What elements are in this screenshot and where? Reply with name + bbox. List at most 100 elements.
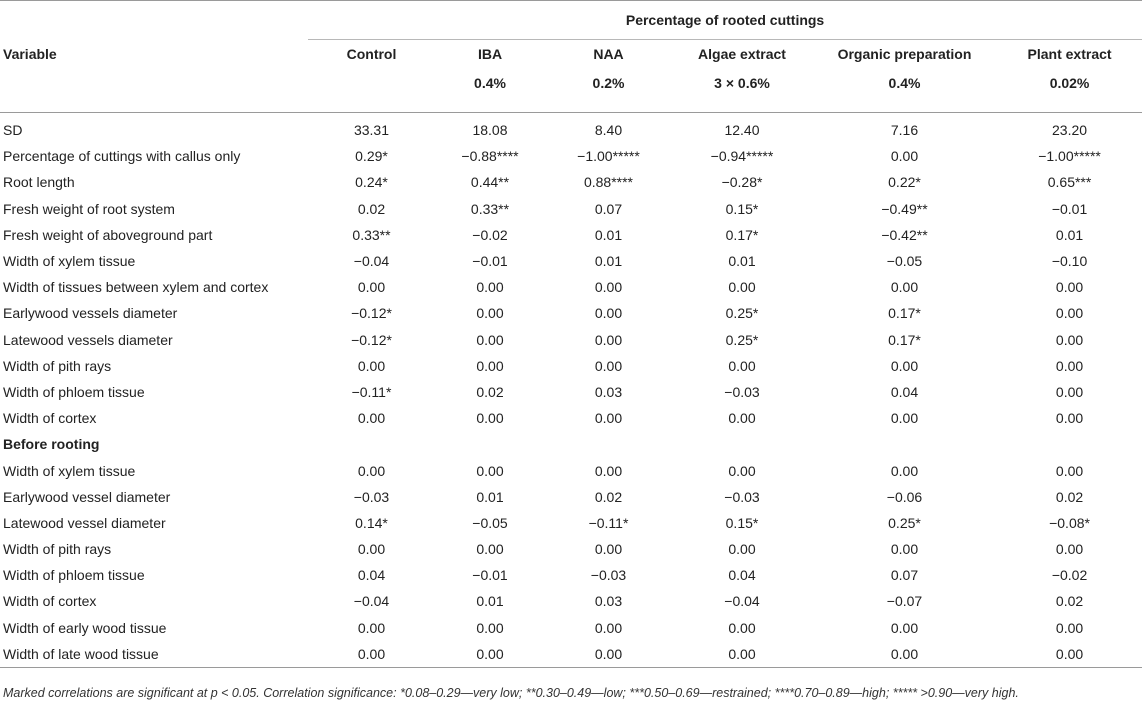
table-cell: 0.01 [476,593,504,610]
column-header-row: Variable Control IBA 0.4% NAA 0.2% Algae… [0,40,1142,99]
column-header-dose: 0.4% [474,75,506,91]
row-label: SD [3,122,23,139]
row-label: Width of pith rays [3,541,112,558]
table-cell: 0.00 [672,640,812,668]
table-cell: 0.00 [594,331,623,348]
row-label: Width of phloem tissue [3,567,145,584]
column-header-algae-extract: Algae extract 3 × 0.6% [672,40,812,99]
table-cell: 0.00 [1055,541,1084,558]
table-cell: −0.02 [472,226,508,243]
table-cell: −0.12* [351,331,392,348]
table-cell: 0.00 [476,357,504,374]
table-cell: 0.00 [1055,383,1084,400]
table-cell: −0.03 [590,567,627,584]
table-row: Fresh weight of root system 0.02 0.33** 0.0… [0,196,1142,222]
table-cell: 0.03 [594,593,623,610]
table-cell: 33.31 [353,122,390,139]
table-cell: −1.00***** [577,148,640,165]
table-cell: −0.10 [1051,253,1088,270]
table-cell: −0.01 [1051,200,1088,217]
table-cell: 0.03 [594,383,623,400]
table-cell: −0.03 [353,488,390,505]
table-cell: 0.00 [476,462,504,479]
table-row: Width of pith rays 0.00 0.00 0.00 0.00 0.00 0.… [0,536,1142,562]
table-cell: 0.04 [890,383,919,400]
table-cell: −0.03 [724,488,760,505]
table-cell: 0.01 [594,253,623,270]
table-cell: 0.00 [728,279,756,296]
table-cell: 18.08 [472,122,508,139]
table-cell: 0.00 [476,619,504,636]
table-cell: 0.22* [888,174,921,191]
column-header-label: Organic preparation [837,46,972,62]
table-cell: 8.40 [594,122,623,139]
table-cell: 0.00 [594,357,623,374]
group-header-row: Percentage of rooted cuttings [0,0,1142,40]
table-cell: 0.00 [890,279,919,296]
table-cell: −0.12* [351,305,392,322]
table-cell: 0.01 [594,226,623,243]
table-cell: 0.07 [594,200,623,217]
table-cell: 0.00 [1055,462,1084,479]
table-cell: 0.02 [1055,593,1084,610]
table-cell: 0.00 [594,305,623,322]
table-row: Width of xylem tissue −0.04 −0.01 0.01 0.01 −… [0,248,1142,274]
table-cell: −0.01 [472,567,508,584]
table-cell: 0.04 [357,567,386,584]
table-cell: 0.00 [308,640,435,668]
table-cell: 0.01 [476,488,504,505]
table-cell: −0.04 [724,593,760,610]
table-cell: 7.16 [890,122,919,139]
table-cell: 0.00 [728,410,756,427]
row-label: Width of xylem tissue [3,253,136,270]
row-label: Fresh weight of root system [3,200,175,217]
table-cell: −0.07 [886,593,923,610]
table-cell: 0.15* [725,514,759,531]
table-cell: −0.08* [1049,514,1090,531]
table-cell: 0.00 [997,640,1142,668]
table-row: Width of xylem tissue 0.00 0.00 0.00 0.00 0.0… [0,457,1142,483]
table-cell: −0.02 [1051,567,1088,584]
table-cell: 0.00 [357,462,386,479]
table-cell: 0.00 [357,541,386,558]
table-cell: 0.44** [470,174,510,191]
table-body: SD 33.31 18.08 8.40 12.40 7.16 23.20 Percentage… [0,113,1142,668]
column-header-naa: NAA 0.2% [545,40,672,99]
row-label: Latewood vessel diameter [3,514,166,531]
table-cell: 23.20 [1052,122,1088,139]
table-cell: 0.29* [355,148,388,165]
table-cell: 0.00 [890,148,919,165]
table-cell: 0.00 [890,541,919,558]
table-cell: 0.00 [890,410,919,427]
table-cell: −0.88**** [461,148,519,165]
row-label: Percentage of cuttings with callus only [3,148,241,165]
table-header: Percentage of rooted cuttings Variable C… [0,0,1142,113]
table-cell: −0.11* [588,514,629,531]
table-cell: −0.11* [351,383,392,400]
table-cell: 0.02 [357,200,386,217]
table-cell: 0.25* [888,514,921,531]
table-cell: 0.00 [476,331,504,348]
table-cell: 0.00 [890,619,919,636]
table-row: Earlywood vessels diameter −0.12* 0.00 0.00… [0,300,1142,326]
column-header-dose: 3 × 0.6% [714,75,770,91]
row-label: Width of pith rays [3,357,112,374]
table-cell: 0.00 [728,541,756,558]
column-header-label: Algae extract [698,46,786,62]
table-cell: 0.00 [1055,279,1084,296]
table-cell: 0.02 [594,488,623,505]
column-header-variable: Variable [3,45,57,62]
table-row: Latewood vessels diameter −0.12* 0.00 0.00 0… [0,327,1142,353]
table-cell: 0.00 [435,640,545,668]
table-cell: 0.15* [725,200,759,217]
section-label: Before rooting [3,436,100,453]
table-footnote: Marked correlations are significant at p… [3,686,1019,700]
table-cell: −0.03 [724,383,760,400]
table-cell: −0.04 [353,253,390,270]
table-cell: 0.00 [476,279,504,296]
table-cell: 0.00 [1055,305,1084,322]
table-cell: 0.00 [476,541,504,558]
table-row: Width of phloem tissue −0.11* 0.02 0.03 −0.0… [0,379,1142,405]
table-cell: −1.00***** [1038,148,1101,165]
